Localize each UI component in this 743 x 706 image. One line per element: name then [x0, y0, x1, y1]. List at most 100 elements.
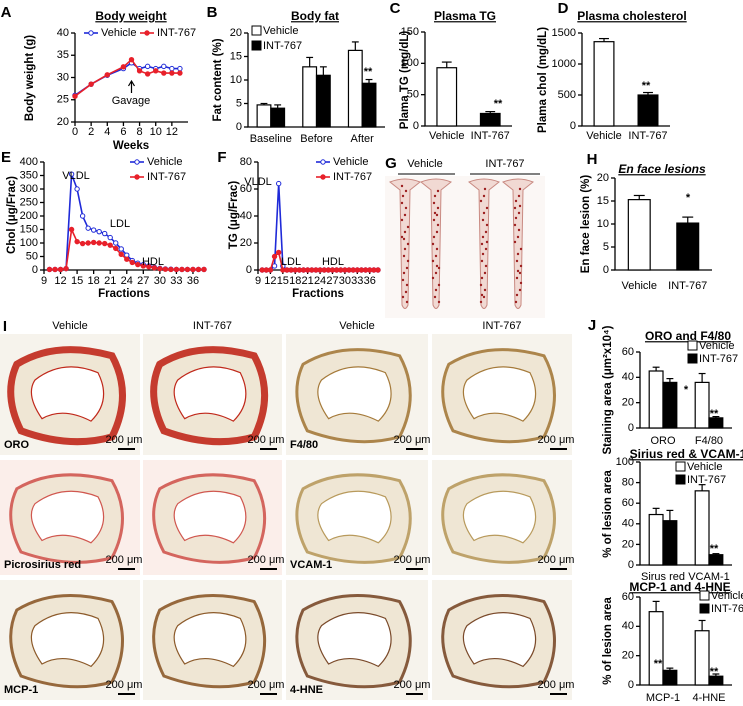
- aorta: [389, 178, 421, 309]
- panel-label: H: [587, 151, 598, 168]
- lesion-spot: [481, 218, 485, 222]
- point: [271, 263, 278, 269]
- column-label: Vehicle: [52, 320, 87, 332]
- x-tick-label: 12: [54, 275, 66, 287]
- point: [275, 249, 282, 256]
- column-label: INT-767: [482, 320, 521, 332]
- lesion-spot: [400, 201, 404, 205]
- scale-bar-label: 200 μm: [394, 434, 431, 446]
- legend-label: INT-767: [687, 474, 726, 486]
- point: [190, 266, 196, 273]
- lesion-spot: [431, 242, 435, 246]
- y-tick-label: 40: [622, 371, 634, 383]
- lesion-spot: [516, 269, 520, 273]
- x-tick-label: 0: [72, 126, 78, 138]
- lesion-spot: [435, 264, 439, 268]
- lesion-spot: [481, 252, 485, 256]
- chart-title: En face lesions: [618, 162, 706, 176]
- point: [88, 81, 94, 87]
- y-tick-label: 350: [20, 169, 38, 181]
- y-tick-label: 20: [240, 237, 252, 249]
- annotation: **: [654, 658, 663, 670]
- point: [146, 264, 152, 270]
- lesion-spot: [400, 218, 404, 222]
- legend-swatch: [88, 30, 94, 36]
- lesion-spot: [517, 211, 521, 215]
- x-tick-label: 27: [137, 275, 149, 287]
- y-axis-label: Body weight (g): [24, 35, 36, 121]
- lesion-spot: [435, 213, 439, 217]
- x-tick-label: 2: [88, 126, 94, 138]
- y-tick-label: 40: [240, 210, 252, 222]
- y-tick-label: 100: [616, 456, 634, 468]
- point: [179, 266, 185, 273]
- lesion-spot: [482, 295, 486, 299]
- y-tick-label: 20: [622, 397, 634, 409]
- point: [104, 72, 110, 78]
- aorta: [468, 178, 500, 309]
- scale-bar-label: 200 μm: [538, 679, 575, 691]
- lesion-spot: [433, 194, 437, 198]
- lesion-spot: [432, 235, 436, 239]
- y-tick-label: 250: [20, 196, 38, 208]
- y-tick-label: 0: [603, 264, 609, 276]
- y-tick-label: 1000: [552, 58, 576, 70]
- x-tick-label: 24: [121, 275, 133, 287]
- scale-bar-label: 200 μm: [538, 554, 575, 566]
- legend-label: INT-767: [263, 40, 302, 52]
- point: [96, 228, 102, 235]
- legend-label: Vehicle: [687, 461, 722, 473]
- lesion-spot: [403, 247, 407, 251]
- x-tick-label: 33: [170, 275, 182, 287]
- lesion-spot: [404, 290, 408, 294]
- point: [271, 253, 278, 260]
- lesion-spot: [437, 283, 441, 287]
- y-tick-label: 500: [558, 89, 576, 101]
- panel-label: C: [390, 0, 401, 17]
- y-tick-label: 20: [597, 172, 609, 184]
- y-tick-label: 150: [20, 223, 38, 235]
- legend-swatch: [699, 590, 710, 601]
- x-tick-label: MCP-1: [646, 692, 680, 704]
- y-tick-label: 100: [20, 237, 38, 249]
- x-tick-label: Before: [300, 133, 332, 145]
- point: [151, 265, 158, 271]
- y-tick-label: 1500: [552, 27, 576, 39]
- bar: [708, 675, 724, 686]
- annotation: LDL: [281, 256, 301, 268]
- bar: [662, 520, 678, 566]
- chart-title: Plasma TG: [434, 9, 496, 23]
- stain-label: F4/80: [290, 439, 318, 451]
- lesion-spot: [431, 276, 435, 280]
- annotation: **: [710, 408, 719, 420]
- bar: [648, 513, 664, 566]
- x-tick-label: 8: [137, 126, 143, 138]
- y-tick-label: 0: [32, 264, 38, 276]
- point: [120, 64, 127, 70]
- scale-bar-label: 200 μm: [106, 434, 143, 446]
- x-tick-label: 21: [302, 275, 314, 287]
- lesion-spot: [485, 206, 489, 210]
- scale-bar-label: 200 μm: [394, 554, 431, 566]
- legend-label: Vehicle: [263, 25, 298, 37]
- point: [144, 71, 151, 77]
- lesion-spot: [437, 300, 441, 304]
- stain-label: MCP-1: [4, 684, 38, 696]
- lumen: [30, 612, 105, 668]
- legend-swatch: [699, 603, 710, 614]
- lesion-spot: [481, 235, 485, 239]
- x-tick-label: 6: [120, 126, 126, 138]
- column-label: INT-767: [485, 158, 524, 170]
- lesion-spot: [402, 237, 406, 241]
- lesion-spot: [515, 293, 519, 297]
- x-tick-label: 12: [264, 275, 276, 287]
- bar: [315, 74, 331, 128]
- bar: [256, 104, 272, 128]
- lesion-spot: [403, 230, 407, 234]
- lesion-spot: [519, 247, 523, 251]
- bar: [676, 222, 700, 271]
- lesion-spot: [406, 242, 410, 246]
- chart-title: Body weight: [95, 9, 166, 23]
- lesion-spot: [482, 211, 486, 215]
